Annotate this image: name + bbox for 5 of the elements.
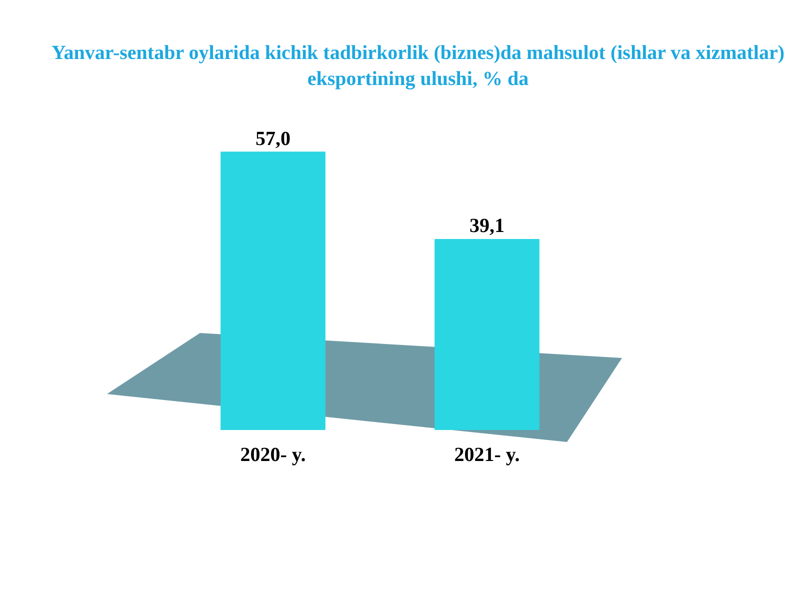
data-label: 57,0 bbox=[256, 128, 290, 150]
x-tick-label: 2020- y. bbox=[240, 444, 306, 466]
chart-title: Yanvar-sentabr oylarida kichik tadbirkorlik (biznes)da mahsulot (ishlar va xizmatlar) eksportining ulushi, % da bbox=[50, 41, 786, 92]
x-tick-label: 2021- y. bbox=[454, 444, 520, 466]
data-label: 39,1 bbox=[470, 215, 504, 238]
